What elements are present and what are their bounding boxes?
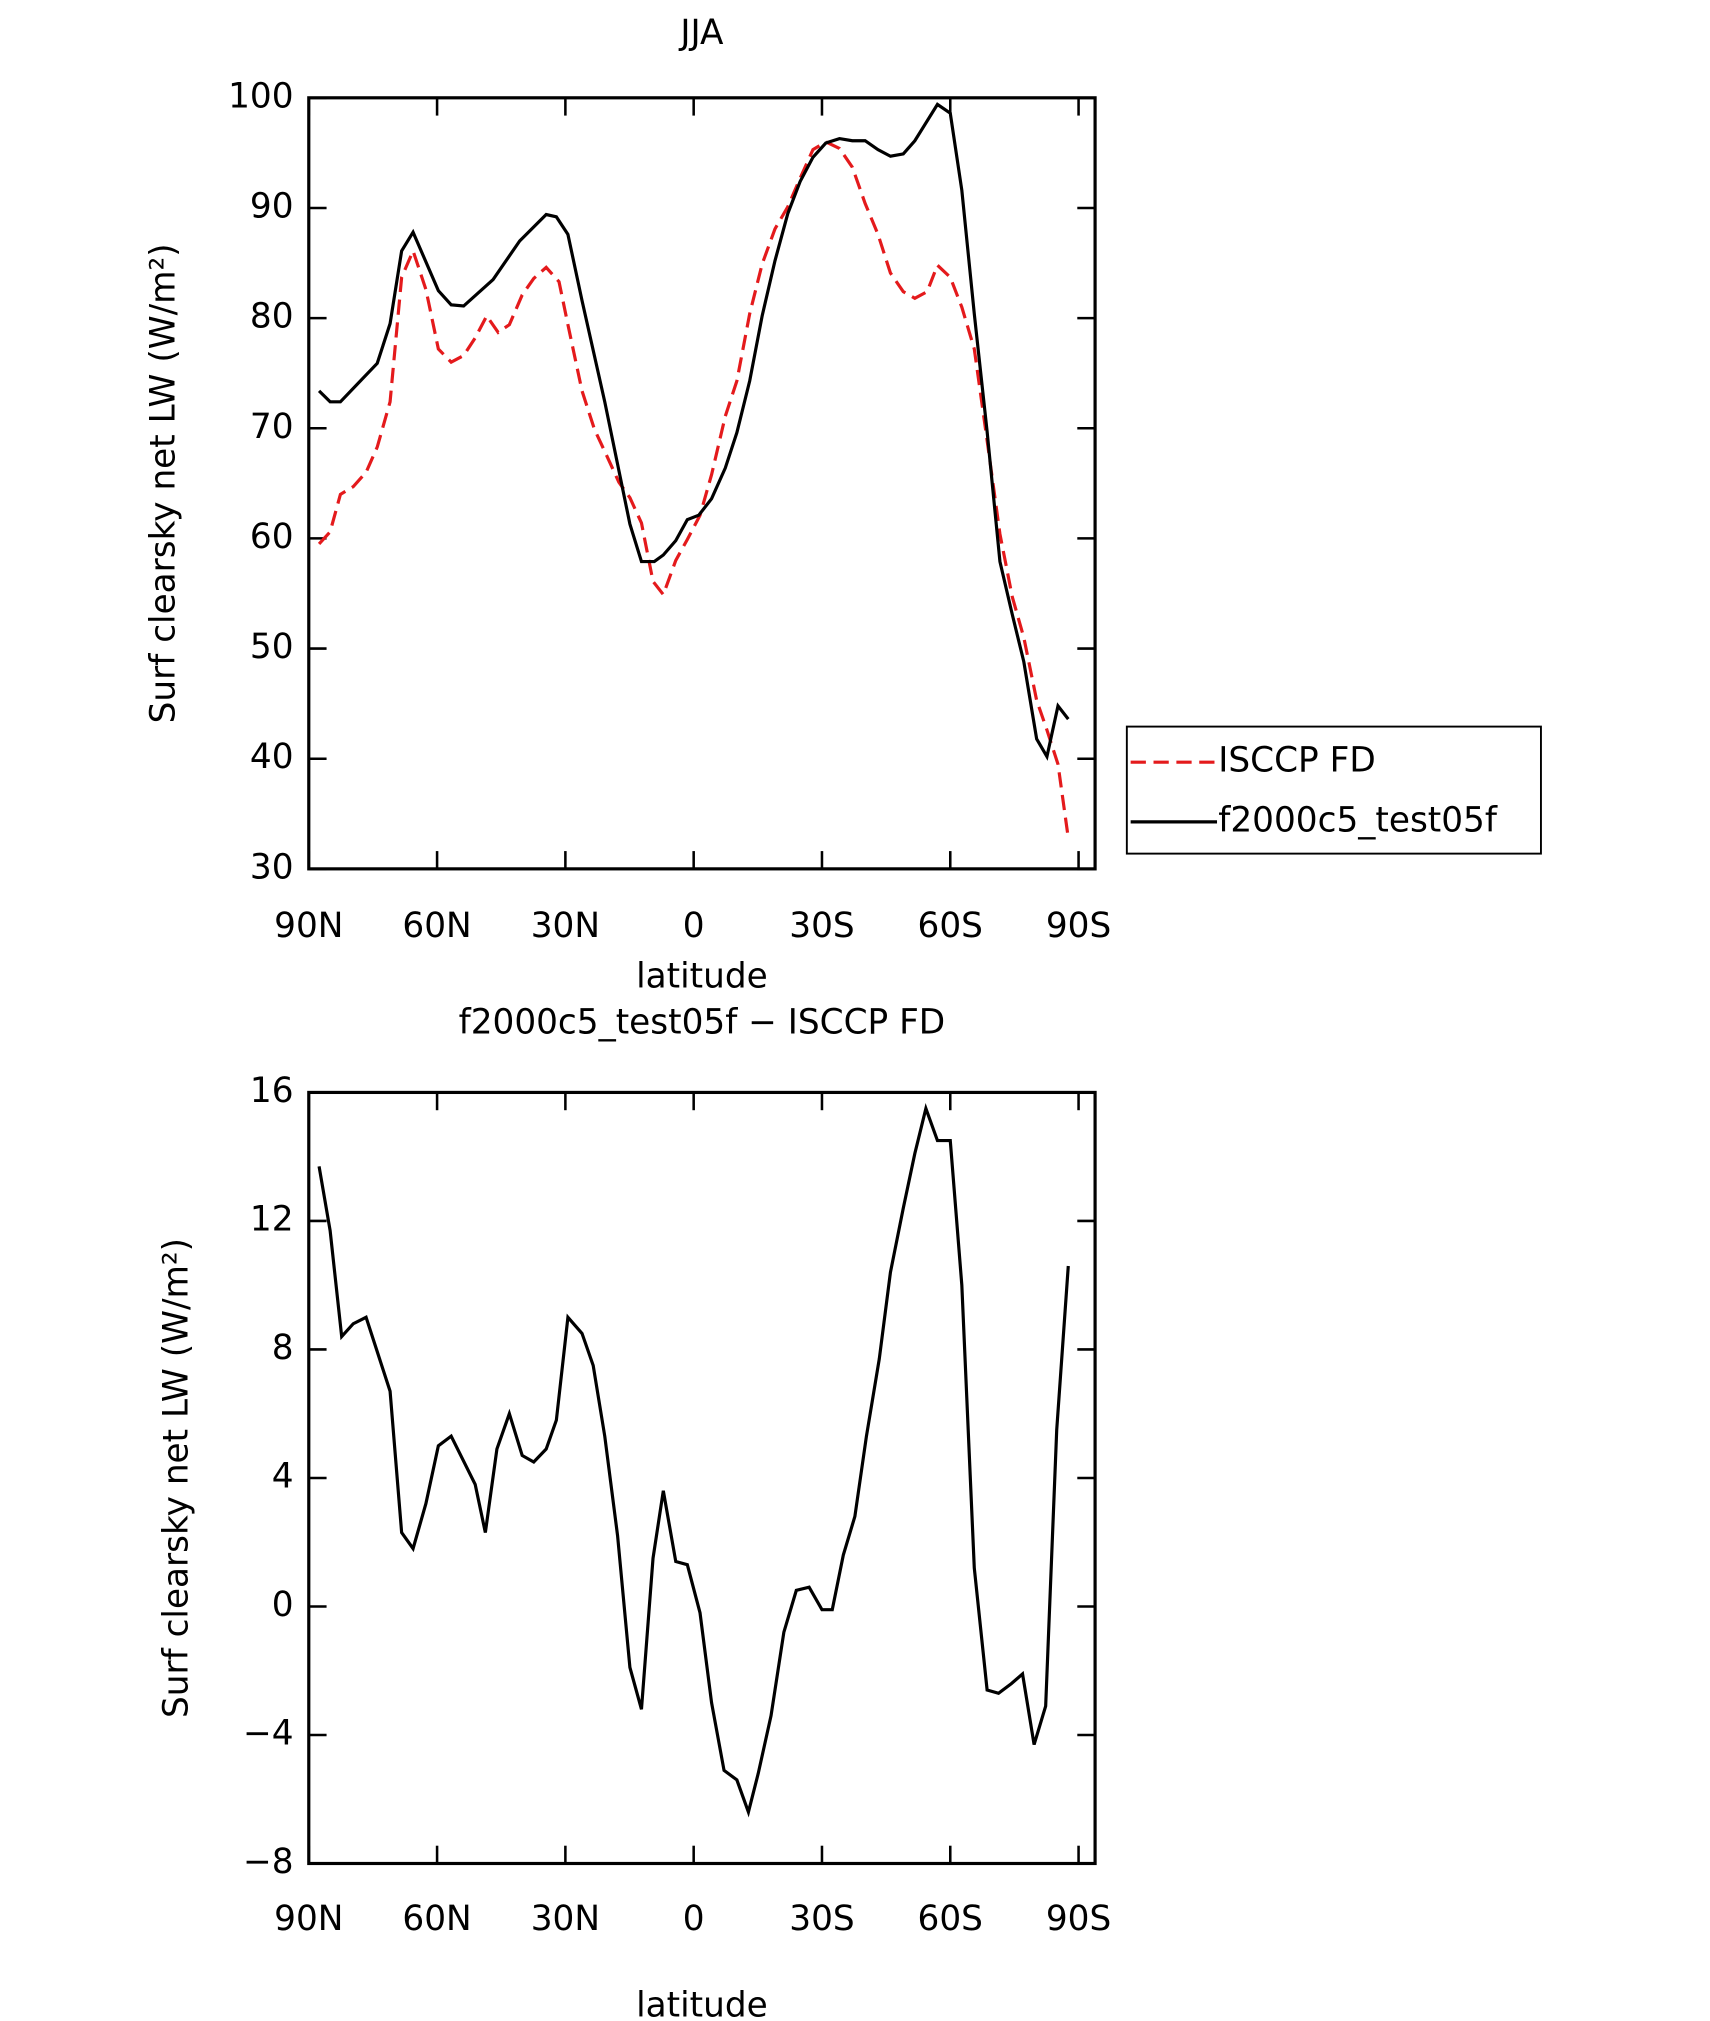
x-tick-label: 90N (274, 1899, 343, 1939)
x-tick-label: 90S (1046, 1899, 1111, 1939)
chart-title: f2000c5_test05f − ISCCP FD (459, 1002, 946, 1042)
y-tick-label: 30 (250, 847, 294, 887)
y-tick-label: 60 (250, 517, 294, 557)
x-tick-label: 60N (402, 906, 471, 946)
x-tick-label: 30N (531, 906, 600, 946)
x-tick-label: 30N (531, 1899, 600, 1939)
y-tick-label: 16 (250, 1071, 294, 1111)
y-tick-label: −4 (243, 1713, 294, 1753)
x-tick-label: 30S (789, 906, 854, 946)
x-tick-label: 60N (402, 1899, 471, 1939)
y-tick-label: 80 (250, 297, 294, 337)
plot-frame (307, 1090, 1097, 1866)
y-tick-label: −8 (243, 1842, 294, 1882)
x-tick-label: 0 (683, 906, 705, 946)
y-tick-label: 70 (250, 407, 294, 447)
data-line (317, 1102, 1070, 1818)
x-tick-label: 90S (1046, 906, 1111, 946)
legend-label: f2000c5_test05f (1218, 800, 1498, 840)
y-axis-label: Surf clearsky net LW (W/m²) (156, 1238, 196, 1718)
y-tick-label: 4 (272, 1456, 294, 1496)
legend-label: ISCCP FD (1218, 741, 1375, 781)
x-tick-label: 60S (918, 906, 983, 946)
x-tick-label: 30S (789, 1899, 854, 1939)
x-tick-label: 0 (683, 1899, 705, 1939)
y-axis-label: Surf clearsky net LW (W/m²) (144, 243, 184, 723)
y-tick-label: 12 (250, 1199, 294, 1239)
y-tick-label: 8 (272, 1328, 294, 1368)
y-tick-label: 50 (250, 627, 294, 667)
x-axis-label: latitude (636, 1986, 768, 2021)
y-tick-label: 40 (250, 737, 294, 777)
x-tick-label: 60S (918, 1899, 983, 1939)
data-line (317, 140, 1070, 839)
y-tick-label: 0 (272, 1585, 294, 1625)
y-tick-label: 100 (228, 76, 293, 116)
x-tick-label: 90N (274, 906, 343, 946)
y-tick-label: 90 (250, 186, 294, 226)
legend-box (1125, 725, 1542, 855)
x-axis-label: latitude (636, 957, 768, 997)
chart-title: JJA (678, 13, 724, 53)
plot-frame (307, 96, 1097, 871)
data-line (317, 102, 1070, 761)
